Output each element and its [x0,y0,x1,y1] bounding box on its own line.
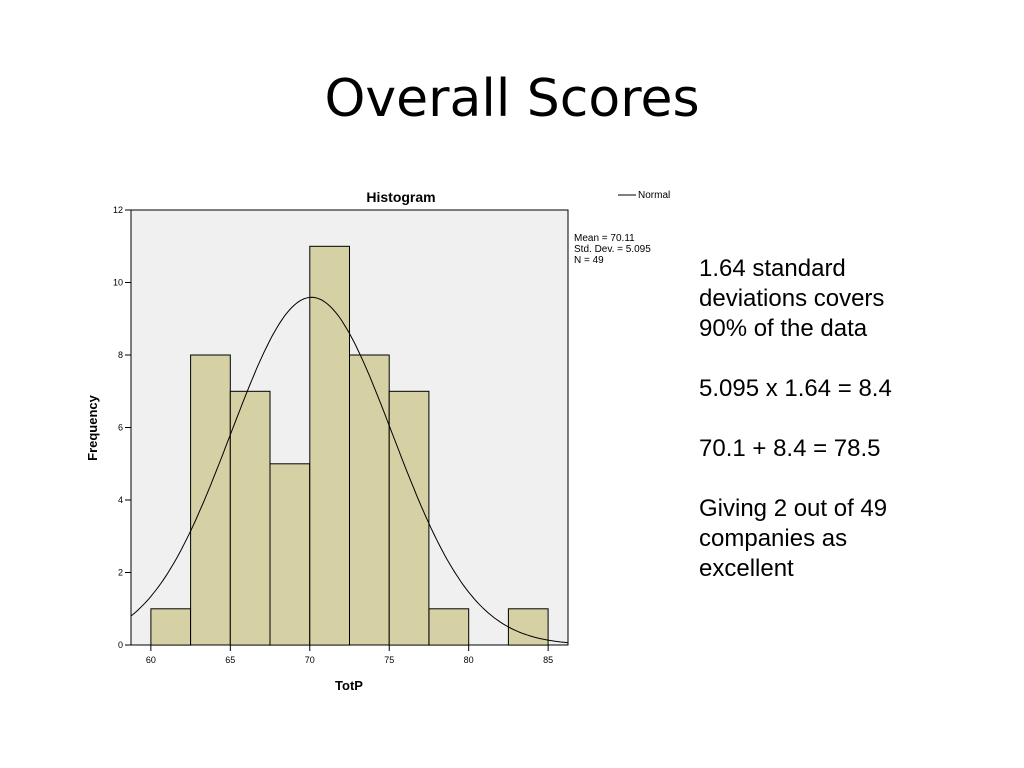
axes-layer: 0 2 4 6 8 10 12 60 65 70 75 80 85 [113,205,553,665]
histogram-bar [428,608,470,646]
x-tick-label: 75 [384,655,394,665]
notes-panel: 1.64 standard deviations covers 90% of t… [699,254,999,584]
stat-std-dev: Std. Dev. = 5.095 [574,244,651,255]
note-coverage: 1.64 standard deviations covers 90% of t… [699,255,885,342]
note-conclusion: Giving 2 out of 49 companies as excellen… [699,495,888,582]
x-tick-label: 85 [543,655,553,665]
y-tick-label: 2 [118,568,123,578]
y-tick-label: 4 [118,495,123,505]
x-tick-label: 70 [305,655,315,665]
x-axis-label: TotP [335,678,363,693]
x-tick-label: 80 [464,655,474,665]
histogram-bar [190,354,231,646]
x-tick-label: 60 [146,655,156,665]
normal-curve [130,296,569,644]
y-tick-label: 8 [118,350,123,360]
slide-title: Overall Scores [324,69,700,129]
histogram-bar [349,354,390,646]
y-axis-label: Frequency [85,394,100,461]
y-tick-label: 10 [113,278,123,288]
chart-title: Histogram [366,189,435,205]
legend-label: Normal [638,190,670,201]
stat-mean: Mean = 70.11 [574,233,635,244]
stat-n: N = 49 [574,255,604,266]
histogram-bar [507,608,549,646]
histogram-bar [388,390,430,646]
note-calculation-1: 5.095 x 1.64 = 8.4 [699,375,892,402]
x-tick-label: 65 [225,655,235,665]
y-tick-label: 6 [118,423,123,433]
histogram-bar [150,608,192,646]
histogram-bar [309,245,350,646]
histogram-bar [229,390,271,646]
bars-layer [150,245,549,646]
y-tick-label: 12 [113,205,123,215]
note-calculation-2: 70.1 + 8.4 = 78.5 [699,435,881,462]
histogram-bar [269,463,311,646]
y-tick-label: 0 [118,640,123,650]
